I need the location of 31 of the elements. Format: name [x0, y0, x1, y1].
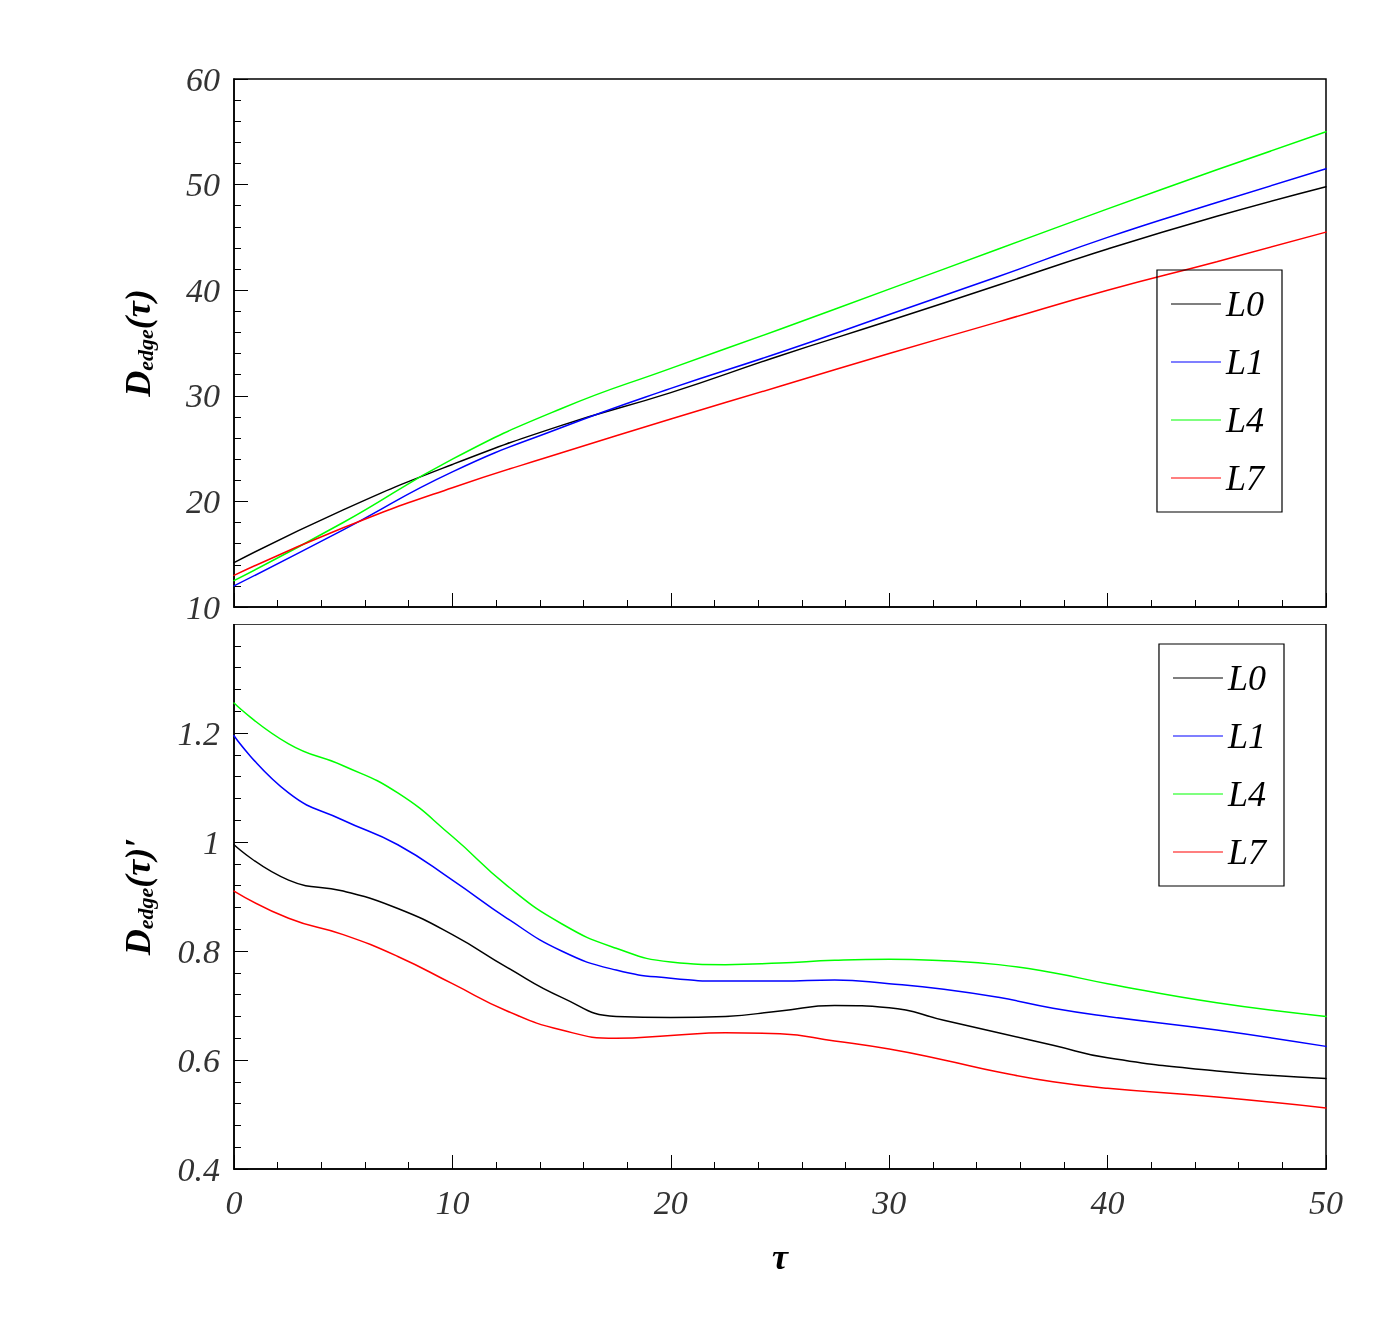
line-series [233, 890, 1327, 1109]
legend-label: L4 [1224, 400, 1265, 440]
y-tick-label: 50 [186, 166, 220, 204]
y-tick-label: 0.8 [177, 932, 220, 970]
y-tick-label: 0.4 [177, 1150, 220, 1188]
y-tick-label: 40 [186, 271, 220, 309]
x-tick-label: 20 [653, 1183, 688, 1221]
y-tick-label: 1 [203, 823, 220, 861]
x-tick-label: 10 [435, 1183, 470, 1221]
y-tick-label: 10 [186, 588, 220, 626]
y-tick-label: 1.2 [177, 714, 220, 752]
x-tick-label: 0 [225, 1183, 243, 1221]
x-tick-label: 30 [871, 1183, 907, 1221]
y-tick-label: 0.6 [177, 1041, 220, 1079]
legend-label: L4 [1226, 774, 1267, 814]
legend-label: L7 [1224, 458, 1266, 498]
x-tick-label: 50 [1309, 1183, 1343, 1221]
y-tick-label: 30 [185, 377, 220, 415]
line-series [233, 702, 1327, 1018]
x-axis-title: τ [772, 1237, 790, 1277]
y-axis-title: Dedge(τ) [118, 289, 158, 398]
legend-label: L0 [1224, 284, 1265, 324]
line-series [233, 231, 1327, 577]
y-axis-title: Dedge(τ)′ [118, 837, 158, 957]
legend-label: L0 [1226, 658, 1267, 698]
y-tick-label: 20 [186, 482, 220, 520]
legend-label: L1 [1224, 342, 1265, 382]
x-tick-label: 40 [1090, 1183, 1125, 1221]
legend-label: L7 [1226, 832, 1268, 872]
y-tick-label: 60 [186, 60, 220, 98]
legend-label: L1 [1226, 716, 1267, 756]
